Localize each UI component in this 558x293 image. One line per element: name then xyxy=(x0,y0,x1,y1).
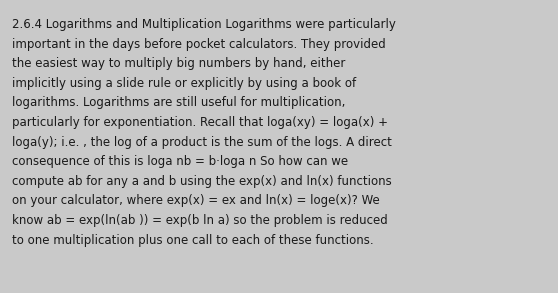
Text: important in the days before pocket calculators. They provided: important in the days before pocket calc… xyxy=(12,38,386,51)
Text: on your calculator, where exp(x) = ex and ln(x) = loge(x)? We: on your calculator, where exp(x) = ex an… xyxy=(12,194,380,207)
Text: 2.6.4 Logarithms and Multiplication Logarithms were particularly: 2.6.4 Logarithms and Multiplication Loga… xyxy=(12,18,396,31)
Text: compute ab for any a and b using the exp(x) and ln(x) functions: compute ab for any a and b using the exp… xyxy=(12,175,392,188)
Text: consequence of this is loga nb = b·loga n So how can we: consequence of this is loga nb = b·loga … xyxy=(12,155,348,168)
Text: logarithms. Logarithms are still useful for multiplication,: logarithms. Logarithms are still useful … xyxy=(12,96,345,109)
Text: particularly for exponentiation. Recall that loga(xy) = loga(x) +: particularly for exponentiation. Recall … xyxy=(12,116,388,129)
Text: the easiest way to multiply big numbers by hand, either: the easiest way to multiply big numbers … xyxy=(12,57,345,70)
Text: know ab = exp(ln(ab )) = exp(b ln a) so the problem is reduced: know ab = exp(ln(ab )) = exp(b ln a) so … xyxy=(12,214,388,227)
Text: to one multiplication plus one call to each of these functions.: to one multiplication plus one call to e… xyxy=(12,234,374,247)
Text: implicitly using a slide rule or explicitly by using a book of: implicitly using a slide rule or explici… xyxy=(12,77,356,90)
Text: loga(y); i.e. , the log of a product is the sum of the logs. A direct: loga(y); i.e. , the log of a product is … xyxy=(12,136,392,149)
